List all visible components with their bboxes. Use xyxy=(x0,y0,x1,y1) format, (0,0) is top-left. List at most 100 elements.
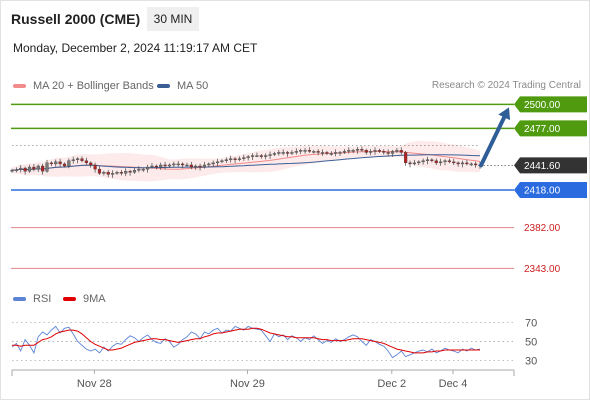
candle-body xyxy=(198,165,202,168)
candle-body xyxy=(369,151,373,153)
candle-body xyxy=(110,173,115,175)
candle-body xyxy=(443,160,447,163)
candle-body xyxy=(307,150,312,152)
candle-body xyxy=(71,159,75,161)
candle-body xyxy=(102,172,106,174)
ma9-swatch xyxy=(63,297,76,301)
candle-body xyxy=(159,164,163,168)
candle-body xyxy=(194,165,198,168)
timestamp: Monday, December 2, 2024 11:19:17 AM CET xyxy=(13,41,258,55)
candle-body xyxy=(84,160,88,164)
rsi-label: RSI xyxy=(33,293,52,305)
candle-body xyxy=(106,172,110,175)
candle-body xyxy=(320,152,325,154)
candle-body xyxy=(259,155,263,157)
rsi-swatch xyxy=(13,297,26,301)
level-flag xyxy=(514,182,587,199)
candle-body xyxy=(312,151,316,153)
candle-body xyxy=(430,159,434,161)
legend-ma50: MA 50 xyxy=(157,80,208,92)
candle-body xyxy=(281,152,285,154)
legend-9ma: 9MA xyxy=(63,293,106,305)
candle-body xyxy=(19,167,23,170)
candle-body xyxy=(128,171,132,173)
candle-body xyxy=(264,155,268,157)
candle-body xyxy=(412,162,416,165)
candle-body xyxy=(382,151,386,153)
candle-body xyxy=(215,161,220,164)
candle-body xyxy=(460,162,465,165)
candle-body xyxy=(447,160,451,163)
candle-body xyxy=(185,164,189,167)
candle-body xyxy=(36,165,40,170)
x-tick-label: Dec 4 xyxy=(439,378,468,390)
ma50-line xyxy=(11,154,481,171)
level-label: 2343.00 xyxy=(524,264,561,275)
ma20-label: MA 20 + Bollinger Bands xyxy=(33,80,154,92)
candle-body xyxy=(360,149,364,151)
candle-body xyxy=(417,161,421,164)
candle-body xyxy=(347,150,351,152)
candle-body xyxy=(399,150,403,153)
candle-body xyxy=(89,162,93,166)
candle-body xyxy=(54,161,58,165)
candle-body xyxy=(67,160,71,167)
candle-body xyxy=(32,166,36,170)
candle-body xyxy=(145,166,150,170)
candle-body xyxy=(434,160,438,164)
candle-body xyxy=(316,151,320,153)
candle-body xyxy=(303,150,307,152)
candle-body xyxy=(474,163,478,166)
candle-body xyxy=(390,151,395,154)
candle-body xyxy=(325,152,329,154)
candle-body xyxy=(211,162,215,165)
candle-body xyxy=(329,153,333,155)
level-label: 2418.00 xyxy=(524,186,561,197)
candle-body xyxy=(23,167,27,172)
candle-body xyxy=(268,154,272,156)
ma50-label: MA 50 xyxy=(177,80,209,92)
level-flag xyxy=(514,96,587,113)
candle-body xyxy=(299,150,303,152)
ma9-line xyxy=(12,327,480,354)
candle-body xyxy=(27,166,32,172)
legend-ma20: MA 20 + Bollinger Bands xyxy=(13,80,154,92)
candle-body xyxy=(14,169,18,171)
candle-body xyxy=(176,163,180,166)
candle-body xyxy=(76,158,80,160)
level-flag xyxy=(514,120,587,137)
candle-body xyxy=(351,150,355,152)
candle-body xyxy=(395,150,399,152)
x-tick-label: Dec 2 xyxy=(377,378,406,390)
target-arrow-shaft xyxy=(479,115,507,168)
ma20-swatch xyxy=(13,84,26,88)
interval-badge[interactable]: 30 MIN xyxy=(147,7,199,31)
current-price-flag xyxy=(514,157,587,174)
candle-body xyxy=(150,165,154,168)
candle-body xyxy=(41,165,45,172)
candle-body xyxy=(294,151,298,153)
candle-body xyxy=(250,155,255,157)
candle-body xyxy=(233,158,237,160)
candle-body xyxy=(456,162,460,165)
candle-body xyxy=(124,171,128,174)
candle-body xyxy=(277,152,281,154)
x-tick-label: Nov 28 xyxy=(77,378,112,390)
candle-body xyxy=(290,152,294,154)
candle-body xyxy=(255,155,259,157)
candle-body xyxy=(334,152,338,154)
rsi-tick-label: 30 xyxy=(525,355,537,367)
candle-body xyxy=(465,162,469,165)
candle-body xyxy=(404,152,408,164)
rsi-tick-label: 70 xyxy=(525,318,537,330)
candle-body xyxy=(224,159,228,161)
candle-body xyxy=(180,163,185,166)
candle-body xyxy=(439,161,443,164)
candle-body xyxy=(115,172,119,174)
candle-body xyxy=(137,168,141,171)
level-label: 2382.00 xyxy=(524,223,561,234)
candle-body xyxy=(355,149,360,151)
candle-body xyxy=(97,168,102,174)
candle-body xyxy=(425,159,430,161)
